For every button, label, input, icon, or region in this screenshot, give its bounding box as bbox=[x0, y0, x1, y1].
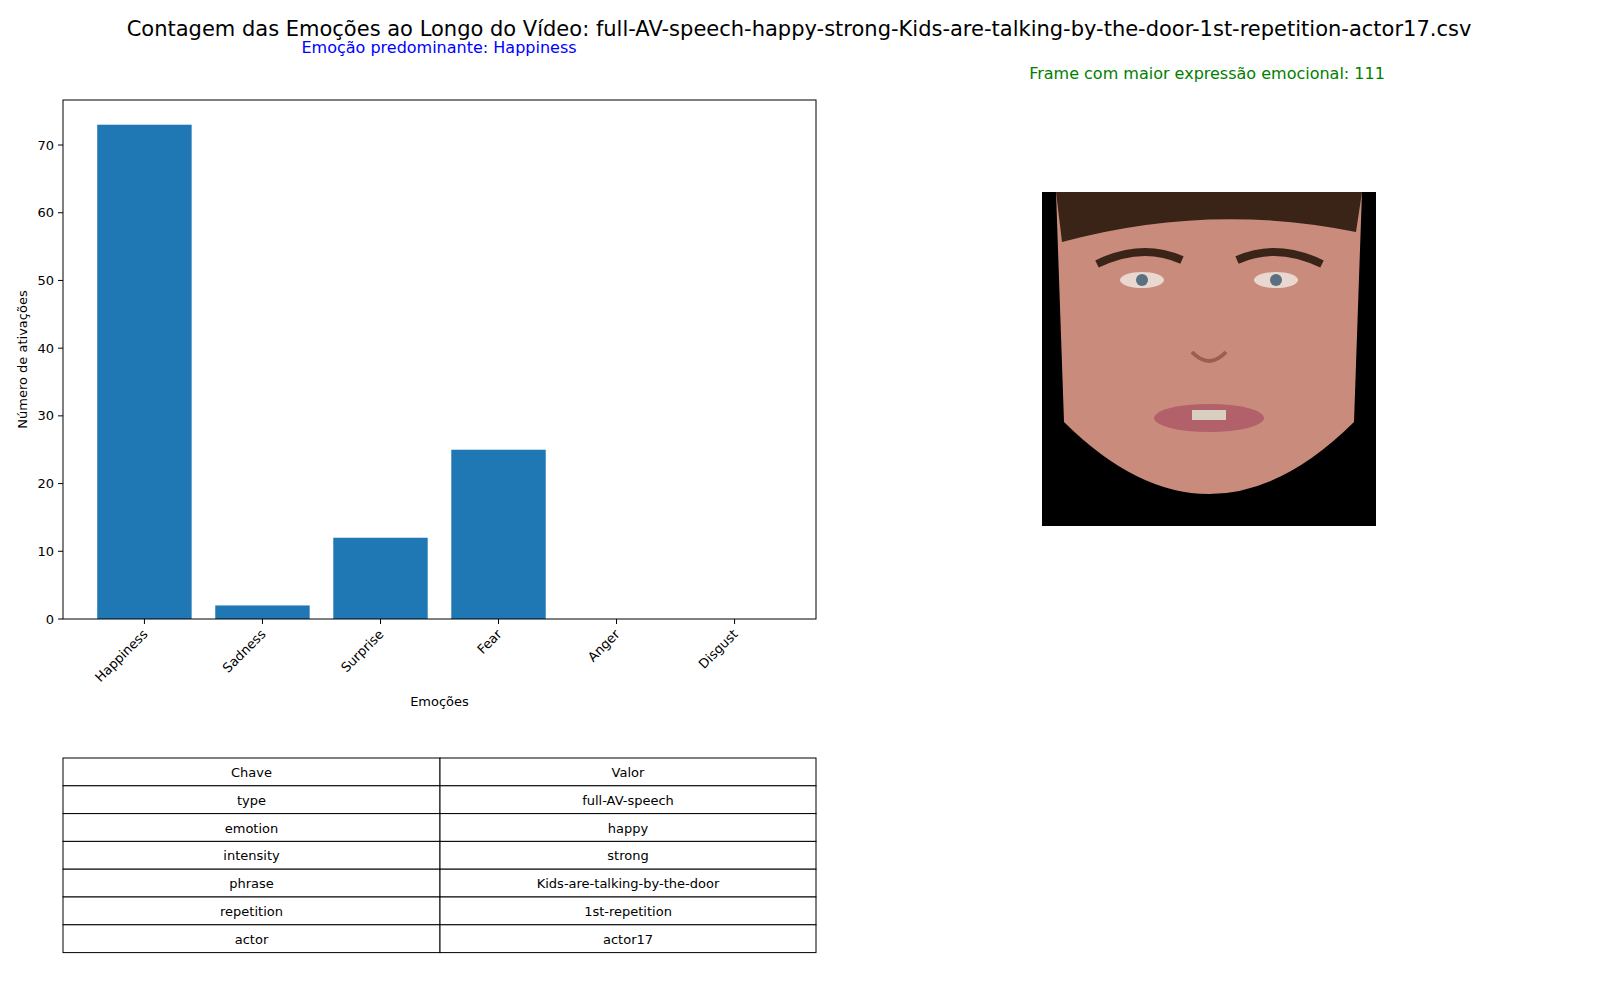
eyebrow bbox=[1097, 252, 1182, 264]
hair bbox=[1056, 192, 1362, 242]
table-key: repetition bbox=[220, 904, 283, 919]
eye bbox=[1254, 272, 1298, 288]
table-key: actor bbox=[235, 932, 269, 947]
table-header: Chave bbox=[231, 765, 272, 780]
y-tick bbox=[58, 280, 63, 281]
bar bbox=[97, 125, 191, 619]
table-key: type bbox=[237, 793, 266, 808]
y-tick-label: 60 bbox=[37, 205, 54, 220]
x-tick-label: Fear bbox=[474, 626, 505, 657]
y-axis-label: Número de ativações bbox=[15, 290, 30, 429]
y-tick-label: 40 bbox=[37, 341, 54, 356]
x-tick bbox=[734, 619, 735, 624]
table-cell bbox=[63, 925, 440, 953]
iris bbox=[1136, 274, 1148, 286]
bars bbox=[97, 125, 545, 619]
y-tick bbox=[58, 483, 63, 484]
bar bbox=[451, 450, 545, 619]
eyebrow bbox=[1237, 252, 1322, 264]
table-cell bbox=[440, 841, 816, 869]
annotation: Emoção predominante: Happiness bbox=[301, 38, 576, 57]
table-value: strong bbox=[607, 848, 648, 863]
y-tick bbox=[58, 619, 63, 620]
iris bbox=[1270, 274, 1282, 286]
x-tick-label: Anger bbox=[585, 626, 623, 664]
nose bbox=[1192, 352, 1226, 361]
table-cell bbox=[63, 841, 440, 869]
y-tick-label: 70 bbox=[37, 138, 54, 153]
y-tick bbox=[58, 415, 63, 416]
x-tick-label: Disgust bbox=[696, 627, 741, 672]
face-image bbox=[1042, 192, 1376, 526]
plot-frame bbox=[63, 100, 816, 619]
bar bbox=[333, 538, 427, 619]
face-skin bbox=[1056, 192, 1362, 494]
table-cell bbox=[440, 786, 816, 814]
table-cell bbox=[440, 897, 816, 925]
table-value: actor17 bbox=[603, 932, 653, 947]
y-tick-label: 10 bbox=[37, 544, 54, 559]
table-cell bbox=[440, 925, 816, 953]
x-tick bbox=[144, 619, 145, 624]
x-tick bbox=[616, 619, 617, 624]
y-tick-label: 50 bbox=[37, 273, 54, 288]
y-tick bbox=[58, 145, 63, 146]
table-value: 1st-repetition bbox=[584, 904, 672, 919]
table-key: phrase bbox=[229, 876, 274, 891]
table-cell bbox=[63, 897, 440, 925]
y-tick bbox=[58, 212, 63, 213]
figure: Contagem das Emoções ao Longo do Vídeo: … bbox=[0, 0, 1600, 1000]
table-cell bbox=[63, 758, 440, 786]
image-background bbox=[1042, 192, 1376, 526]
teeth bbox=[1192, 410, 1226, 420]
x-tick bbox=[498, 619, 499, 624]
x-tick bbox=[380, 619, 381, 624]
y-tick bbox=[58, 348, 63, 349]
table-header: Valor bbox=[612, 765, 645, 780]
x-tick bbox=[262, 619, 263, 624]
x-axis-label: Emoções bbox=[410, 694, 469, 709]
mouth bbox=[1154, 404, 1264, 432]
y-tick-label: 20 bbox=[37, 476, 54, 491]
table-value: full-AV-speech bbox=[582, 793, 674, 808]
annotation: Frame com maior expressão emocional: 111 bbox=[1029, 64, 1385, 83]
table-value: happy bbox=[608, 821, 649, 836]
table-cell bbox=[440, 758, 816, 786]
y-tick-label: 0 bbox=[46, 612, 54, 627]
table-key: intensity bbox=[223, 848, 280, 863]
table-cell bbox=[440, 814, 816, 842]
x-tick-label: Sadness bbox=[220, 626, 269, 675]
table-cell bbox=[63, 786, 440, 814]
x-tick-label: Happiness bbox=[92, 626, 151, 685]
table-value: Kids-are-talking-by-the-door bbox=[537, 876, 720, 891]
table-cell bbox=[440, 869, 816, 897]
bar bbox=[215, 605, 309, 619]
table-cell bbox=[63, 814, 440, 842]
y-tick-label: 30 bbox=[37, 408, 54, 423]
table-key: emotion bbox=[225, 821, 279, 836]
table-cell bbox=[63, 869, 440, 897]
eye bbox=[1120, 272, 1164, 288]
x-tick-label: Surprise bbox=[338, 627, 387, 676]
y-tick bbox=[58, 551, 63, 552]
